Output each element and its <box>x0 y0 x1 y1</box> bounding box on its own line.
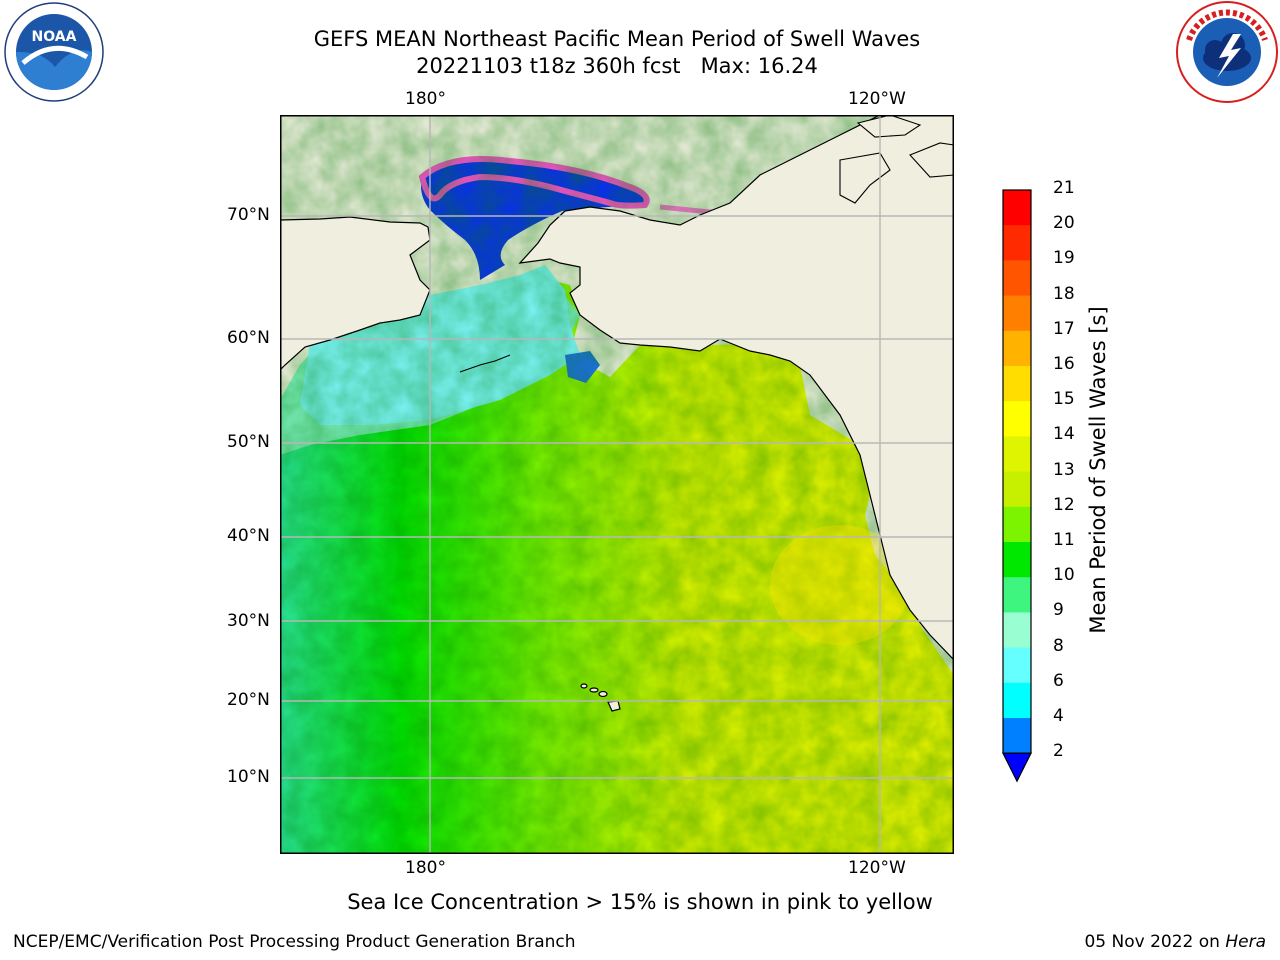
colorbar-segment <box>1003 542 1031 578</box>
land-alaska-canada <box>518 115 954 661</box>
colorbar-tick-label: 15 <box>1053 389 1075 410</box>
colorbar-segment <box>1003 295 1031 332</box>
colorbar-segment <box>1003 506 1031 543</box>
colorbar-tick-label: 11 <box>1053 530 1075 550</box>
colorbar-tick-label: 17 <box>1053 318 1075 339</box>
lon-label-top-180: 180° <box>405 89 446 109</box>
lon-label-bottom-120w: 120°W <box>848 858 906 878</box>
colorbar-tick-label: 4 <box>1053 706 1064 726</box>
colorbar-segment <box>1003 225 1031 261</box>
colorbar-segment <box>1003 718 1031 754</box>
map-frame <box>280 115 954 854</box>
colorbar-tick-label: 19 <box>1053 248 1075 269</box>
lon-label-top-120w: 120°W <box>848 89 906 109</box>
colorbar-tick-label: 9 <box>1053 600 1064 621</box>
colorbar-tick-label: 16 <box>1053 354 1075 374</box>
graticule <box>280 115 954 854</box>
colorbar-segment <box>1003 330 1031 367</box>
chart-title: GEFS MEAN Northeast Pacific Mean Period … <box>313 27 921 51</box>
noaa-logo: NOAA <box>4 2 104 102</box>
land-arctic-island-3 <box>909 142 954 178</box>
colorbar-segment <box>1003 682 1031 719</box>
lat-label-40n: 40°N <box>227 526 270 546</box>
colorbar-tick-label: 13 <box>1053 459 1075 480</box>
colorbar-segment <box>1003 436 1031 473</box>
lon-label-bottom-180: 180° <box>405 858 446 878</box>
map-plot <box>280 115 954 854</box>
lat-label-20n: 20°N <box>227 690 270 710</box>
colorbar-tick-label: 21 <box>1053 178 1075 198</box>
colorbar-label: Mean Period of Swell Waves [s] <box>1086 306 1110 634</box>
colorbar-frame <box>1002 189 1032 754</box>
noaa-logo-text: NOAA <box>32 29 77 45</box>
colorbar-segment <box>1003 366 1031 402</box>
colorbar-segment <box>1003 647 1031 684</box>
aleutian-chain <box>459 354 511 373</box>
chart-subtitle: 20221103 t18z 360h fcst Max: 16.24 <box>416 54 818 78</box>
colorbar-segment <box>1003 190 1031 226</box>
colorbar-tick-label: 20 <box>1053 213 1075 234</box>
footer-date: 05 Nov 2022 on <box>1084 932 1220 952</box>
colorbar-extend-arrow <box>1002 752 1032 783</box>
colorbar-segment <box>1003 471 1031 508</box>
lat-label-60n: 60°N <box>227 328 270 348</box>
colorbar-tick-labels: 21 20 19 18 17 16 15 14 13 12 11 10 9 8 6 4 2 <box>1053 178 1093 778</box>
footer-right: 05 Nov 2022 on Hera <box>1084 932 1266 952</box>
colorbar-tick-label: 12 <box>1053 494 1075 515</box>
colorbar <box>1002 189 1032 783</box>
colorbar-tick-label: 18 <box>1053 283 1075 304</box>
colorbar-segment <box>1003 401 1031 437</box>
lat-label-10n: 10°N <box>227 767 270 787</box>
footer-host: Hera <box>1225 932 1266 952</box>
colorbar-segment <box>1003 260 1031 297</box>
colorbar-segment <box>1003 577 1031 613</box>
colorbar-tick-label: 6 <box>1053 670 1064 691</box>
sea-ice-caption: Sea Ice Concentration > 15% is shown in … <box>347 890 933 914</box>
colorbar-segment <box>1003 612 1031 649</box>
lat-label-50n: 50°N <box>227 432 270 452</box>
footer-left: NCEP/EMC/Verification Post Processing Pr… <box>13 932 576 952</box>
warm-patch <box>770 525 910 645</box>
colorbar-tick-label: 8 <box>1053 635 1064 656</box>
colorbar-tick-label: 14 <box>1053 424 1075 445</box>
colorbar-tick-label: 2 <box>1053 741 1064 762</box>
lat-label-30n: 30°N <box>227 611 270 631</box>
lat-label-70n: 70°N <box>227 205 270 225</box>
colorbar-tick-label: 10 <box>1053 565 1075 586</box>
nws-logo <box>1176 1 1278 103</box>
